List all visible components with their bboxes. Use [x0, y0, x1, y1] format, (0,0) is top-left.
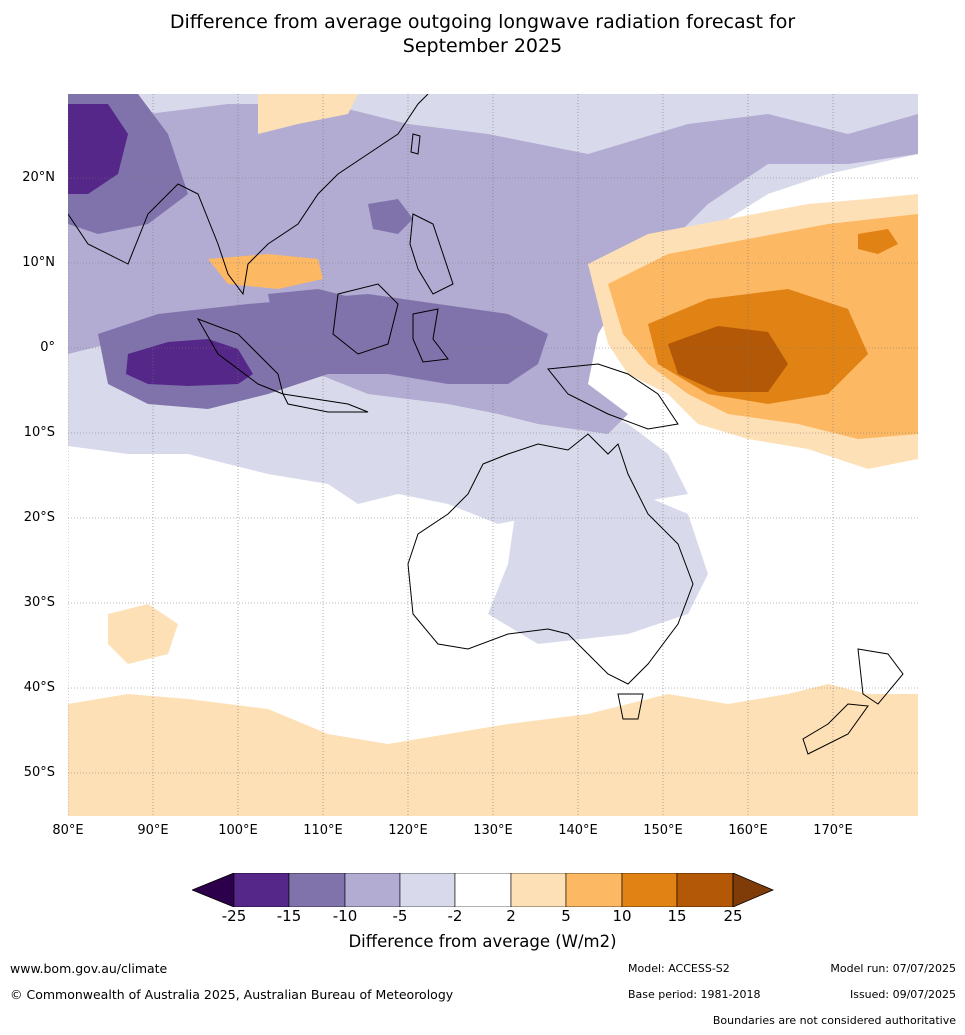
colorbar-svg [190, 872, 775, 908]
lat-label-20s: 20°S [23, 510, 55, 525]
lon-label-120e: 120°E [388, 823, 428, 838]
disclaimer-text: Boundaries are not considered authoritat… [712, 1014, 956, 1027]
lon-label-130e: 130°E [473, 823, 513, 838]
borneo-coastline [332, 283, 399, 355]
colorbar-arrow-low [190, 872, 235, 908]
lat-label-0: 0° [40, 340, 55, 355]
map-title: Difference from average outgoing longwav… [0, 10, 965, 58]
colorbar-bin-9 [676, 872, 734, 908]
colorbar [190, 872, 775, 908]
issued-text: Issued: 09/07/2025 [849, 988, 956, 1001]
anomaly-core-west [126, 339, 253, 386]
colorbar-bin-2 [288, 872, 346, 908]
lon-label-140e: 140°E [558, 823, 598, 838]
lat-label-40s: 40°S [23, 680, 55, 695]
colorbar-tick-7: 5 [561, 907, 571, 925]
base-period-text: Base period: 1981-2018 [628, 988, 761, 1001]
lon-label-160e: 160°E [728, 823, 768, 838]
anomaly-patch-north [368, 199, 413, 234]
new-zealand-north-coastline [857, 648, 904, 705]
anomaly-australia-light-purple [488, 489, 708, 644]
lon-label-110e: 110°E [303, 823, 343, 838]
anomaly-pacific-brown [668, 326, 788, 392]
java-coastline [282, 393, 369, 413]
title-line-1: Difference from average outgoing longwav… [169, 11, 796, 33]
colorbar-label: Difference from average (W/m2) [348, 932, 617, 951]
lat-label-10s: 10°S [23, 425, 55, 440]
title-line-2: September 2025 [402, 35, 563, 57]
anomaly-patch-northeast [858, 229, 898, 254]
colorbar-tick-4: -5 [392, 907, 408, 925]
lon-label-80e: 80°E [52, 823, 84, 838]
map-canvas [68, 94, 918, 816]
colorbar-tick-5: -2 [447, 907, 463, 925]
coastlines [68, 94, 904, 755]
anomaly-southern-light-orange [68, 684, 918, 816]
lon-label-170e: 170°E [813, 823, 853, 838]
anomaly-patch-south-indian [108, 604, 178, 664]
colorbar-bin-8 [621, 872, 678, 908]
model-text: Model: ACCESS-S2 [628, 962, 730, 975]
lon-label-150e: 150°E [643, 823, 683, 838]
colorbar-tick-10: 25 [723, 907, 743, 925]
taiwan-coastline [410, 133, 421, 155]
lat-label-10n: 10°N [22, 255, 55, 270]
philippines-coastline [409, 213, 454, 295]
lat-label-50s: 50°S [23, 765, 55, 780]
website-link[interactable]: www.bom.gov.au/climate [10, 961, 168, 976]
colorbar-tick-8: 10 [612, 907, 632, 925]
colorbar-tick-2: -15 [276, 907, 302, 925]
colorbar-tick-9: 15 [667, 907, 687, 925]
new-zealand-south-coastline [802, 703, 869, 755]
model-run-text: Model run: 07/07/2025 [830, 962, 956, 975]
colorbar-tick-1: -25 [221, 907, 247, 925]
graticule [68, 94, 918, 816]
anomaly-patch-central [268, 289, 378, 364]
tasmania-coastline [617, 693, 644, 720]
anomaly-patch-north-light-orange [258, 94, 358, 134]
sulawesi-coastline [412, 308, 449, 363]
anomaly-map [68, 94, 918, 816]
lat-label-20n: 20°N [22, 170, 55, 185]
australia-coastline [407, 433, 694, 685]
new-guinea-coastline [547, 363, 679, 430]
colorbar-bin-4 [399, 872, 456, 908]
colorbar-bin-5 [454, 872, 512, 908]
colorbar-bin-7 [565, 872, 623, 908]
lat-label-30s: 30°S [23, 595, 55, 610]
colorbar-arrow-high [732, 872, 775, 908]
colorbar-bin-6 [510, 872, 567, 908]
copyright-text: © Commonwealth of Australia 2025, Austra… [10, 987, 454, 1002]
asia-mainland-coastline [68, 94, 429, 296]
colorbar-tick-3: -10 [332, 907, 358, 925]
colorbar-bin-1 [233, 872, 290, 908]
colorbar-tick-6: 2 [506, 907, 516, 925]
lon-label-90e: 90°E [137, 823, 169, 838]
colorbar-bin-3 [344, 872, 401, 908]
anomaly-core-deep-purple [68, 104, 128, 194]
lon-label-100e: 100°E [218, 823, 258, 838]
